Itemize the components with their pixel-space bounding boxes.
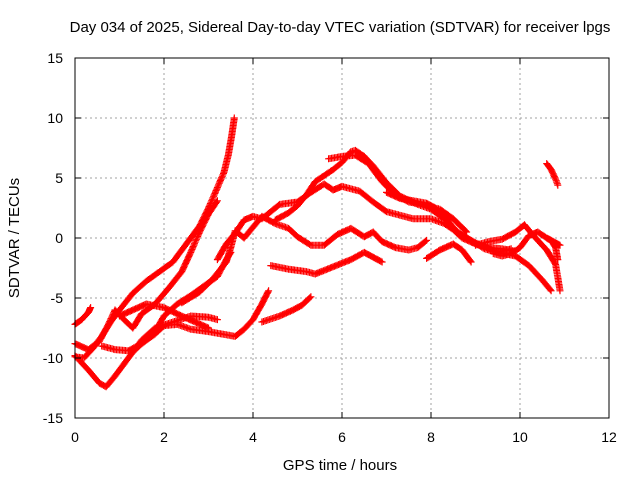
data-point-markers [258,293,315,326]
y-tick-label: 5 [55,170,63,186]
data-point-markers [129,287,273,356]
data-point-markers [116,300,212,332]
x-axis-label: GPS time / hours [283,457,397,474]
x-tick-label: 4 [249,429,257,445]
data-point-markers [543,234,562,264]
series-arc-8 [178,212,431,307]
y-tick-label: -10 [43,350,63,366]
data-point-markers [267,248,386,278]
chart-title: Day 034 of 2025, Sidereal Day-to-day VTE… [70,19,611,36]
x-tick-label: 10 [512,429,528,445]
data-point-markers [423,240,475,266]
y-tick-label: 15 [47,50,63,66]
x-tick-label: 2 [160,429,168,445]
data-point-markers [472,221,564,295]
y-tick-label: 10 [47,110,63,126]
y-axis-ticks: -15 -10 -5 0 5 10 15 [43,50,609,426]
data-point-markers [543,160,562,189]
data-point-markers [271,146,515,256]
series-arc-6 [129,287,273,356]
series-arc-10 [271,146,515,256]
series-arc-16 [472,221,564,295]
x-axis-ticks: 0 2 4 6 8 10 12 [71,58,617,445]
x-tick-label: 8 [427,429,435,445]
x-tick-label: 6 [338,429,346,445]
series-arc-18 [543,234,562,264]
data-point-markers [178,212,431,307]
y-tick-label: -15 [43,410,63,426]
series-arc-13 [258,293,315,326]
grid-lines [75,58,609,418]
series-arc-19 [543,160,562,189]
data-marks [71,114,564,391]
y-tick-label: 0 [55,230,63,246]
x-tick-label: 12 [601,429,617,445]
y-axis-label: SDTVAR / TECUs [6,178,23,298]
series-arc-12 [267,248,386,278]
series-arc-15 [423,240,475,266]
series-arc-7 [116,300,212,332]
y-tick-label: -5 [51,290,64,306]
x-tick-label: 0 [71,429,79,445]
